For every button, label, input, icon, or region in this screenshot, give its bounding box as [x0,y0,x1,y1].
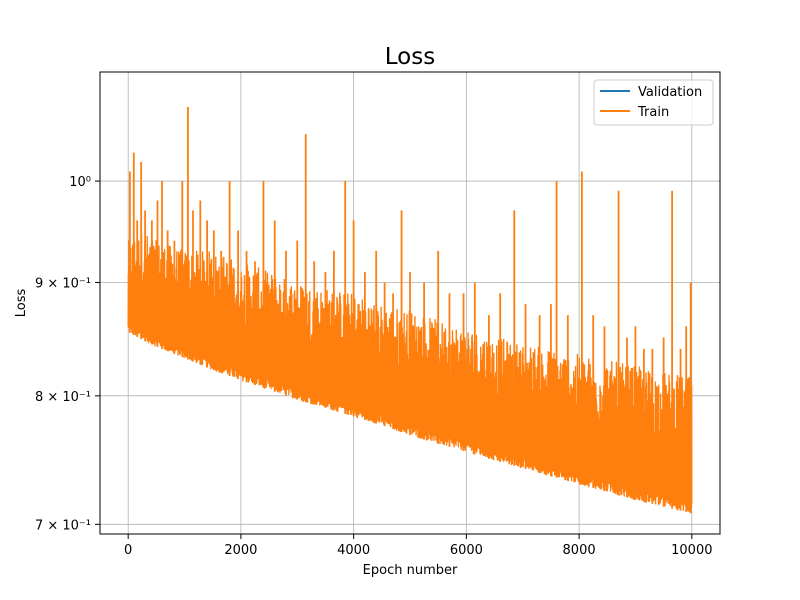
x-tick-label: 2000 [224,543,257,558]
x-tick-label: 0 [124,543,132,558]
y-tick-label: 9 × 10⁻¹ [35,276,91,291]
ticks-layer: 0 2000 4000 6000 8000 10000 7 × 10⁻¹ 8 × 10⁻¹ 9 … [35,175,713,558]
chart-title: Loss [385,44,435,70]
x-tick-label: 6000 [450,543,483,558]
x-tick-label: 4000 [337,543,370,558]
data-layer [127,106,693,514]
x-axis-label: Epoch number [363,563,458,578]
legend-train-label: Train [637,105,669,120]
legend: Validation Train [593,79,714,126]
legend-validation-label: Validation [638,85,702,100]
y-axis-label: Loss [14,289,29,318]
x-tick-label: 8000 [563,543,596,558]
plot-frame [99,71,721,535]
x-tick-label: 10000 [671,543,712,558]
y-tick-label: 7 × 10⁻¹ [35,518,91,533]
y-tick-label: 10⁰ [69,175,91,190]
y-tick-label: 8 × 10⁻¹ [35,390,91,405]
